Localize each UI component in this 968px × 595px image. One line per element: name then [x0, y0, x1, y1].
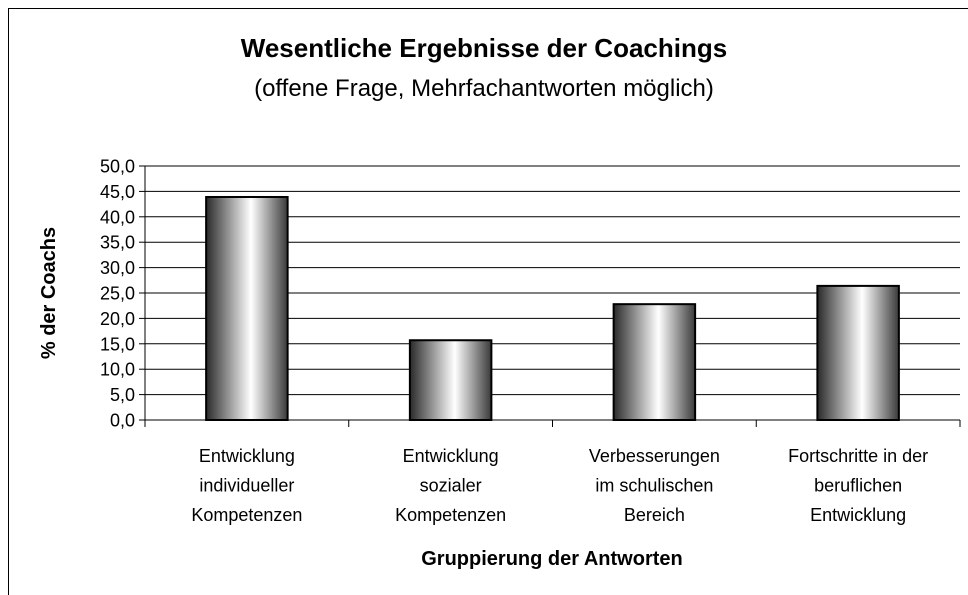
y-tick-label: 30,0	[100, 258, 135, 278]
y-tick-label: 15,0	[100, 334, 135, 354]
y-tick-label: 40,0	[100, 207, 135, 227]
y-tick-label: 50,0	[100, 157, 135, 177]
bar	[612, 303, 697, 421]
bar	[205, 195, 289, 421]
y-tick-label: 0,0	[110, 411, 135, 431]
x-tick-label: Entwicklung individueller Kompetenzen	[191, 446, 302, 525]
y-tick-label: 5,0	[110, 385, 135, 405]
x-tick-label: Entwicklung sozialer Kompetenzen	[395, 446, 506, 525]
y-tick-label: 10,0	[100, 360, 135, 380]
bar	[408, 339, 493, 421]
y-tick-label: 45,0	[100, 182, 135, 202]
y-tick-label: 25,0	[100, 284, 135, 304]
x-tick-label: Fortschritte in der beruflichen Entwicklun…	[788, 446, 928, 525]
bar	[816, 284, 900, 421]
x-axis-label: Gruppierung der Antworten	[421, 548, 682, 570]
chart-title: Wesentliche Ergebnisse der Coachings	[241, 33, 727, 63]
y-tick-label: 35,0	[100, 233, 135, 253]
frame	[8, 8, 968, 595]
y-axis-label: % der Coachs	[38, 227, 60, 359]
y-tick-label: 20,0	[100, 309, 135, 329]
chart-subtitle: (offene Frage, Mehrfachantworten möglich…	[254, 75, 714, 102]
x-tick-label: Verbesserungen im schulischen Bereich	[589, 446, 720, 525]
